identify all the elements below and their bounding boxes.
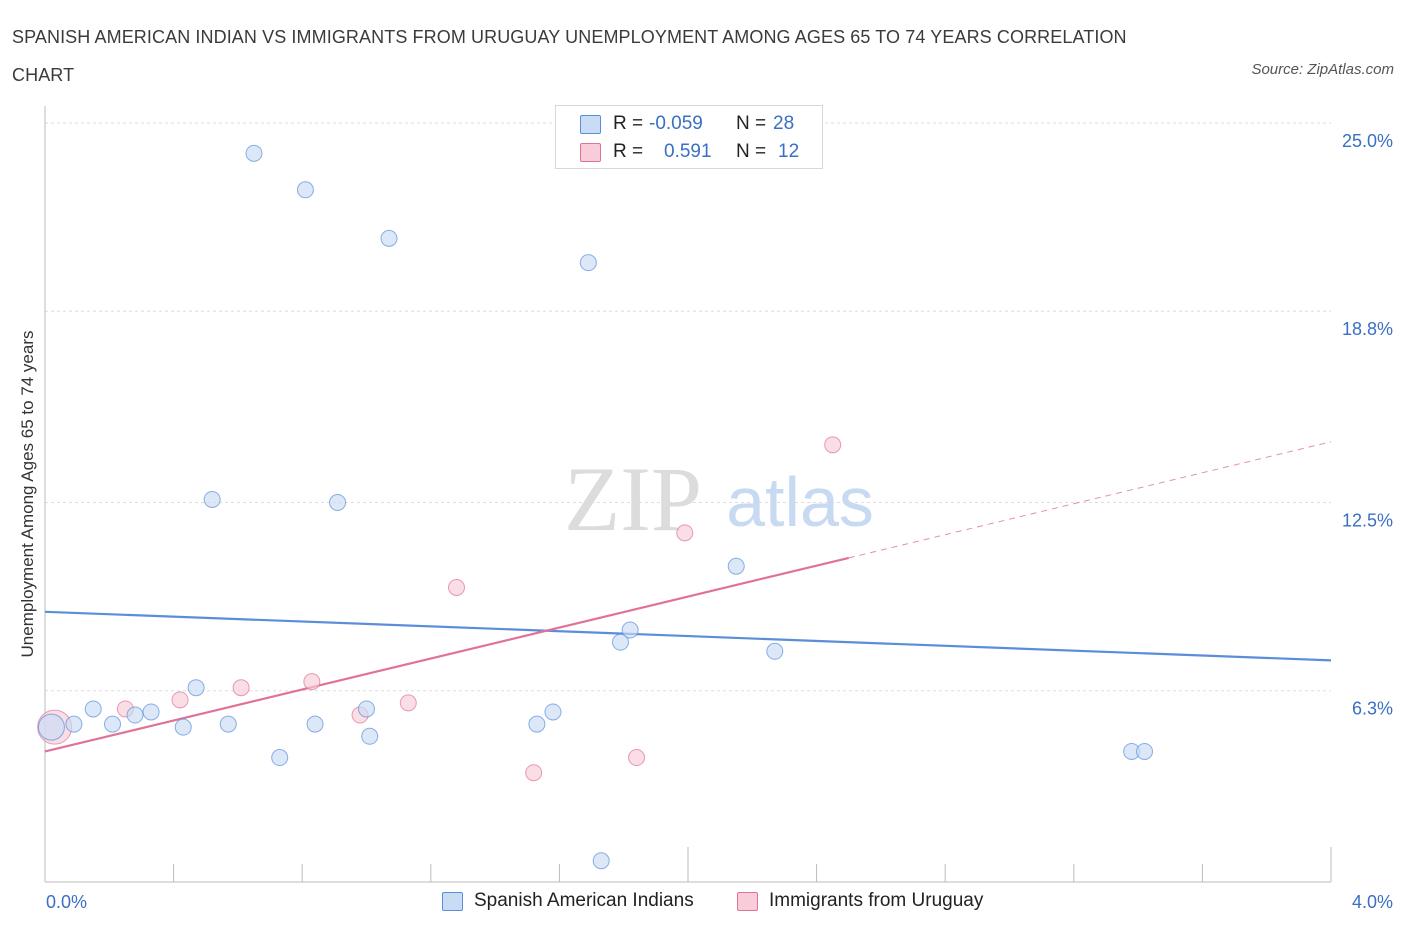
trend-line-extension [848, 441, 1332, 559]
r-label: R = [613, 113, 644, 134]
axes [44, 106, 1332, 883]
point-spanish-american-indians [579, 254, 597, 272]
point-immigrants-from-uruguay [171, 691, 189, 709]
trend-line [44, 610, 1332, 662]
point-spanish-american-indians [329, 494, 347, 511]
r-label: R = [613, 141, 644, 162]
point-spanish-american-indians [592, 852, 610, 870]
y-tick-label: 6.3% [1352, 699, 1393, 719]
point-spanish-american-indians [296, 181, 314, 199]
y-axis-label: Unemployment Among Ages 65 to 74 years [18, 331, 37, 658]
point-spanish-american-indians [361, 727, 379, 745]
y-tick-label: 12.5% [1342, 511, 1393, 531]
point-spanish-american-indians [37, 713, 65, 741]
legend-label: Immigrants from Uruguay [769, 890, 984, 911]
point-immigrants-from-uruguay [232, 679, 250, 697]
blue-swatch [442, 892, 463, 911]
legend-label: Spanish American Indians [474, 890, 694, 911]
watermark-atlas: atlas [726, 463, 874, 541]
chart-title: SPANISH AMERICAN INDIAN VS IMMIGRANTS FR… [12, 27, 1127, 85]
point-spanish-american-indians [245, 144, 263, 162]
point-spanish-american-indians [187, 679, 205, 697]
point-spanish-american-indians [174, 718, 192, 736]
point-spanish-american-indians [219, 715, 237, 733]
point-immigrants-from-uruguay [628, 749, 646, 767]
trend-line [44, 556, 850, 753]
grid-lines [45, 122, 1331, 692]
point-spanish-american-indians [203, 490, 221, 508]
r-value: -0.059 [649, 113, 703, 134]
r-value: 0.591 [664, 141, 712, 162]
point-spanish-american-indians [142, 703, 160, 721]
n-value: 28 [773, 113, 795, 134]
point-spanish-american-indians [528, 715, 546, 733]
point-spanish-american-indians [611, 633, 629, 651]
trend-lines [44, 441, 1332, 753]
source-label: Source: ZipAtlas.com [1251, 61, 1394, 78]
y-tick-label: 25.0% [1342, 131, 1393, 151]
point-spanish-american-indians [65, 715, 83, 733]
point-spanish-american-indians [544, 703, 562, 721]
x-tick-label: 4.0% [1352, 892, 1393, 912]
data-points [37, 144, 1154, 870]
point-spanish-american-indians [84, 700, 102, 718]
point-spanish-american-indians [1136, 742, 1154, 760]
watermark: ZIP atlas [564, 448, 874, 550]
point-spanish-american-indians [358, 700, 375, 718]
x-tick-label: 0.0% [46, 892, 87, 912]
point-spanish-american-indians [306, 715, 324, 733]
point-spanish-american-indians [766, 642, 784, 660]
n-value: 12 [778, 141, 800, 162]
point-immigrants-from-uruguay [303, 673, 321, 691]
blue-swatch [580, 115, 601, 134]
axis-labels: 6.3% 12.5% 18.8% 25.0% 0.0% 4.0% Unemployment … [18, 131, 1393, 912]
pink-swatch [580, 143, 601, 162]
point-immigrants-from-uruguay [824, 436, 842, 454]
point-spanish-american-indians [126, 706, 144, 724]
point-spanish-american-indians [380, 229, 398, 247]
point-immigrants-from-uruguay [448, 579, 466, 597]
point-spanish-american-indians [621, 621, 639, 639]
y-tick-label: 18.8% [1342, 319, 1393, 339]
stats-legend: R = -0.059 N = 28 R = 0.591 N = 12 [555, 105, 823, 169]
point-immigrants-from-uruguay [676, 524, 694, 542]
point-immigrants-from-uruguay [525, 764, 543, 782]
point-spanish-american-indians [271, 749, 289, 767]
pink-swatch [737, 892, 758, 911]
point-spanish-american-indians [104, 715, 122, 733]
point-spanish-american-indians [727, 557, 745, 575]
n-label: N = [736, 141, 767, 162]
point-immigrants-from-uruguay [399, 694, 417, 712]
n-label: N = [736, 113, 767, 134]
